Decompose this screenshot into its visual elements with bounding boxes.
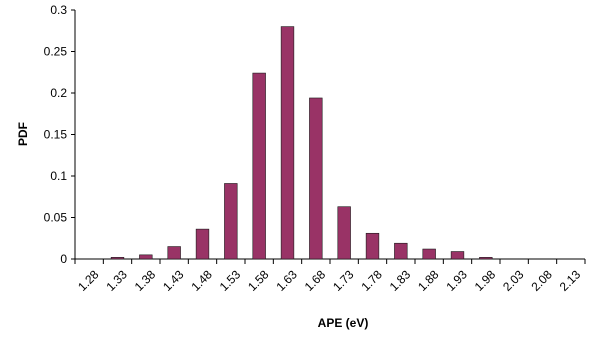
x-tick-label: 1.33 [103,267,130,294]
bar-1-83 [394,242,408,260]
x-tick-label: 1.38 [132,267,159,294]
x-tick-label: 1.48 [188,267,215,294]
plot-area [74,10,585,260]
y-axis-ticks: 0 0.05 0.1 0.15 0.2 0.25 0.3 [44,3,75,266]
y-tick-label: 0.2 [50,86,67,100]
bar-1-43 [167,246,181,260]
bar-1-93 [450,251,465,260]
y-tick-label: 0.1 [50,169,67,183]
x-tick-label: 1.73 [330,267,357,294]
x-tick-label: 1.98 [472,267,499,294]
x-tick-label: 2.03 [500,267,527,294]
x-tick-label: 1.83 [387,267,414,294]
x-tick-label: 1.63 [273,267,300,294]
bar-1-88 [422,248,436,260]
x-tick-label: 2.08 [528,267,555,294]
x-tick-label: 1.58 [245,267,272,294]
x-tick-label: 1.53 [217,267,244,294]
x-tick-label: 1.28 [75,267,102,294]
bar-1-58 [252,72,266,260]
bar-1-63 [280,26,295,260]
bar-1-78 [365,232,380,260]
bar-1-33 [110,257,125,260]
bar-1-98 [479,257,493,260]
bar-1-48 [195,228,210,260]
y-tick-label: 0.25 [44,45,68,59]
x-tick-label: 1.43 [160,267,187,294]
x-tick-label: 1.68 [302,267,329,294]
y-tick-label: 0.3 [50,3,67,17]
x-axis-title: APE (eV) [318,316,369,330]
y-tick-label: 0 [60,252,67,266]
bar-1-38 [139,254,153,260]
bars-group [110,26,493,260]
x-tick-label: 2.13 [557,267,584,294]
bar-1-68 [309,97,323,260]
x-tick-label: 1.88 [415,267,442,294]
bar-1-53 [224,183,238,260]
bar-1-73 [337,206,351,260]
y-tick-label: 0.15 [44,128,68,142]
x-tick-label: 1.78 [358,267,385,294]
x-axis-ticks: 1.28 1.33 1.38 1.43 1.48 1.53 1.58 1.63 1.68 1.73… [74,259,586,294]
y-axis-title: PDF [16,122,30,146]
x-tick-label: 1.93 [443,267,470,294]
y-tick-label: 0.05 [44,211,68,225]
